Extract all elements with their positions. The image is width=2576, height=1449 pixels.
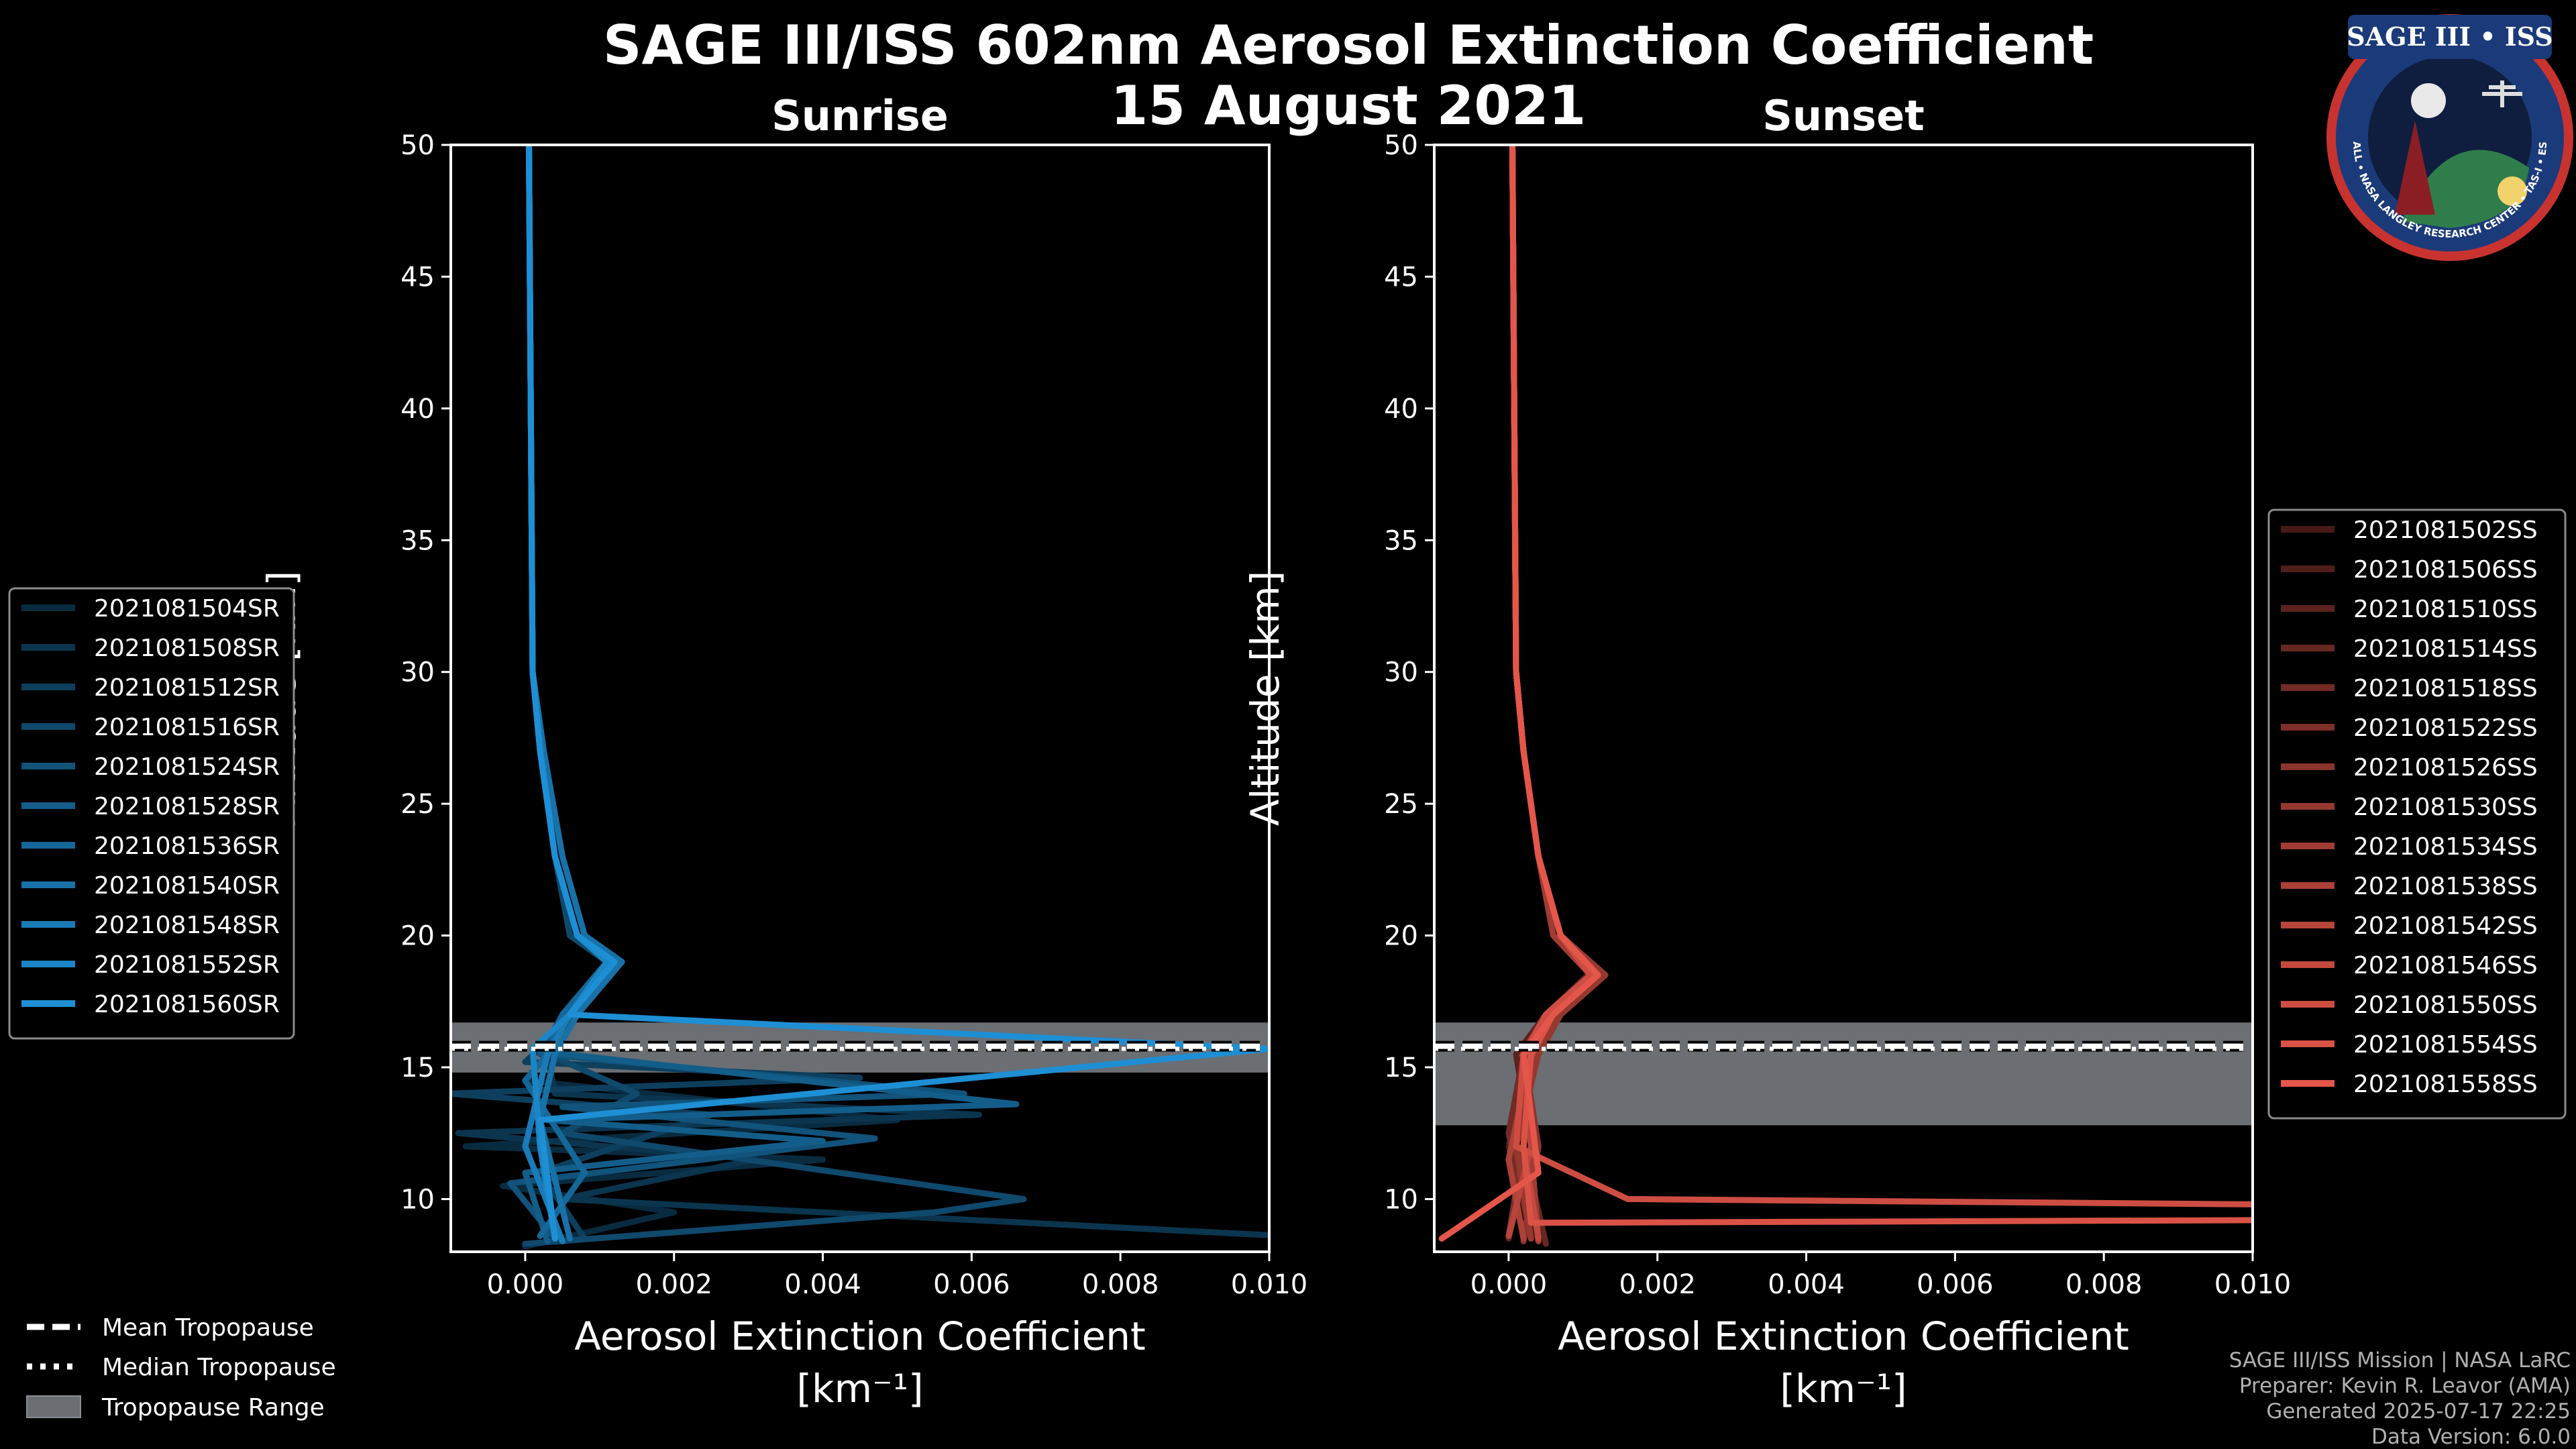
tropopause-legend: Mean Tropopause Median Tropopause Tropop… [26, 1314, 336, 1421]
legend-entry: 2021081506SS [2353, 556, 2538, 584]
legend-entry: 2021081518SS [2353, 675, 2538, 702]
tropopause-range-swatch [26, 1395, 81, 1418]
y-tick-label: 50 [400, 130, 435, 161]
legend-entry: 2021081552SR [94, 951, 280, 979]
y-tick-label: 30 [400, 657, 435, 688]
y-tick-label: 25 [400, 789, 435, 820]
scientist-figure-icon [2395, 121, 2435, 215]
x-axis-label: Aerosol Extinction Coefficient [574, 1313, 1146, 1359]
y-axis-label: Altitude [km] [1242, 571, 1288, 826]
x-tick-label: 0.010 [1231, 1269, 1308, 1300]
x-axis-unit: [km⁻¹] [1780, 1366, 1907, 1411]
legend-entry: 2021081560SR [94, 991, 280, 1018]
series-line-2021081560SR [526, 145, 1269, 1242]
y-tick-label: 40 [400, 394, 435, 425]
x-tick-label: 0.002 [635, 1269, 712, 1300]
tropopause-range-band [1434, 1022, 2253, 1126]
legend-entry: 2021081502SS [2353, 517, 2538, 544]
credit-line: Preparer: Kevin R. Leavor (AMA) [2239, 1374, 2571, 1398]
axes-frame [449, 144, 1271, 1253]
legend-entry: 2021081554SS [2353, 1031, 2538, 1059]
x-tick-label: 0.006 [933, 1269, 1010, 1300]
y-tick-label: 35 [1384, 525, 1418, 556]
axes-frame [1433, 144, 2254, 1253]
y-tick-label: 20 [400, 921, 435, 952]
legend-entry: 2021081548SR [94, 912, 280, 939]
credit-line: Generated 2025-07-17 22:25 [2266, 1399, 2571, 1424]
badge-banner [2348, 15, 2552, 59]
legend-entry: 2021081522SS [2353, 714, 2538, 742]
mean-tropopause-label: Mean Tropopause [102, 1314, 314, 1342]
x-tick-label: 0.004 [1768, 1269, 1845, 1300]
legend-entry: 2021081538SS [2353, 873, 2538, 900]
tropopause-range-label: Tropopause Range [101, 1394, 325, 1421]
figure-date: 15 August 2021 [1111, 74, 1587, 137]
median-tropopause-label: Median Tropopause [102, 1354, 336, 1381]
legend-entry: 2021081524SR [94, 753, 280, 781]
legend-entry: 2021081528SR [94, 793, 280, 820]
y-tick-label: 40 [1384, 394, 1418, 425]
panel-title: Sunset [1762, 91, 1925, 140]
x-tick-label: 0.008 [2065, 1269, 2143, 1300]
sunset-panel: 10 15 20 25 30 35 40 45 50 0.000 0.002 0.004 0.006 0.… [1242, 91, 2291, 1411]
x-tick-label: 0.000 [1470, 1269, 1548, 1300]
series-group [1434, 145, 2253, 1247]
moon-icon [2411, 83, 2446, 118]
legend-entry: 2021081540SR [94, 872, 280, 900]
x-tick-label: 0.004 [784, 1269, 861, 1300]
legend-box [2267, 508, 2567, 1120]
y-tick-label: 20 [1384, 921, 1418, 952]
y-tick-label: 15 [1384, 1053, 1418, 1083]
legend-entry: 2021081516SR [94, 714, 280, 741]
y-tick-label: 25 [1384, 789, 1418, 820]
legend-box [8, 587, 295, 1040]
x-tick-label: 0.008 [1082, 1269, 1159, 1300]
legend-entry: 2021081542SS [2353, 912, 2538, 940]
legend-entry: 2021081512SR [94, 674, 280, 702]
badge-title: SAGE III • ISS [2347, 21, 2553, 52]
legend-entry: 2021081510SS [2353, 596, 2538, 623]
y-tick-label: 10 [1384, 1184, 1418, 1215]
legend-entry: 2021081526SS [2353, 754, 2538, 782]
x-tick-label: 0.000 [487, 1269, 564, 1300]
x-tick-label: 0.010 [2214, 1269, 2292, 1300]
legend-entry: 2021081514SS [2353, 635, 2538, 663]
credits: SAGE III/ISS Mission | NASA LaRC Prepare… [2229, 1348, 2571, 1449]
y-tick-label: 10 [400, 1184, 435, 1215]
legend-entry: 2021081546SS [2353, 952, 2538, 979]
legend-entry: 2021081508SR [94, 635, 280, 662]
sun-icon [2498, 176, 2527, 206]
x-tick-label: 0.006 [1917, 1269, 1994, 1300]
panel-title: Sunrise [771, 91, 949, 140]
series-line-2021081558SS [1438, 145, 1601, 1242]
figure-title: SAGE III/ISS 602nm Aerosol Extinction Co… [603, 14, 2094, 76]
x-axis-unit: [km⁻¹] [796, 1366, 923, 1411]
sunrise-legend: 2021081504SR 2021081508SR 2021081512SR 2021… [8, 587, 295, 1040]
y-tick-label: 15 [400, 1053, 435, 1083]
y-tick-label: 50 [1384, 130, 1418, 161]
iss-station-icon [2482, 80, 2522, 107]
legend-entry: 2021081558SS [2353, 1071, 2538, 1098]
sunset-legend: 2021081502SS 2021081506SS 2021081510SS 2021… [2267, 508, 2567, 1120]
legend-entry: 2021081534SS [2353, 833, 2538, 861]
y-tick-label: 45 [1384, 262, 1418, 292]
sunrise-panel: 10 15 20 25 30 35 40 45 50 0.000 0.002 0.004 0.006 0.… [259, 91, 1307, 1411]
legend-entry: 2021081504SR [94, 595, 280, 623]
x-axis-label: Aerosol Extinction Coefficient [1558, 1313, 2129, 1359]
legend-entry: 2021081536SR [94, 833, 280, 860]
x-tick-label: 0.002 [1619, 1269, 1696, 1300]
y-tick-label: 35 [400, 525, 435, 556]
credit-line: SAGE III/ISS Mission | NASA LaRC [2229, 1348, 2571, 1373]
legend-entry: 2021081550SS [2353, 991, 2538, 1019]
y-tick-label: 45 [400, 262, 435, 292]
y-tick-label: 30 [1384, 657, 1418, 688]
series-group [451, 145, 1269, 1250]
credit-line: Data Version: 6.0.0 [2371, 1425, 2571, 1449]
legend-entry: 2021081530SS [2353, 794, 2538, 821]
